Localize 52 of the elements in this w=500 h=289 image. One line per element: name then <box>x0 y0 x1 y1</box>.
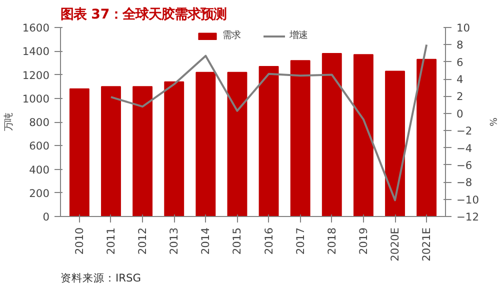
bar <box>353 54 374 216</box>
bar <box>416 58 437 216</box>
y2-tick-label: 10 <box>456 22 470 34</box>
y-tick-label: 1000 <box>22 92 50 106</box>
bar <box>132 86 153 216</box>
x-tick-label: 2012 <box>136 227 150 255</box>
y2-tick-label: −8 <box>456 176 472 190</box>
y2-tick-label: 0 <box>456 107 464 120</box>
x-tick-label: 2013 <box>168 227 181 255</box>
y-axis-title: 万吨 <box>3 113 14 131</box>
y-tick-label: 600 <box>29 140 50 153</box>
bar <box>227 72 248 216</box>
y2-tick-label: −4 <box>456 142 472 155</box>
y-tick-label: 1600 <box>22 22 50 34</box>
bar <box>164 81 184 216</box>
y-tick-label: 800 <box>29 116 50 129</box>
chart-title: 图表 37：全球天胶需求预测 <box>60 6 227 22</box>
bar <box>322 52 342 216</box>
y2-tick-label: 4 <box>456 73 464 86</box>
y2-tick-label: −12 <box>456 210 479 224</box>
text: 资料来源：IRSG <box>60 272 142 284</box>
x-tick-label: 2017 <box>294 227 307 255</box>
y2-tick-label: −2 <box>456 124 472 138</box>
x-tick-label: 2016 <box>262 227 276 255</box>
x-tick-label: 2010 <box>72 227 86 255</box>
bar <box>196 72 216 216</box>
legend-label: 需求 <box>222 29 242 42</box>
x-tick-label: 2014 <box>199 227 212 255</box>
legend-label: 增速 <box>290 29 308 42</box>
x-tick-label: 2018 <box>325 227 338 255</box>
y-tick-label: 400 <box>29 163 50 176</box>
y-tick-label: 200 <box>29 186 50 200</box>
x-tick-label: 2019 <box>356 227 370 255</box>
y2-axis-title: % <box>486 118 498 127</box>
bar <box>101 86 121 216</box>
bar <box>258 66 279 216</box>
y2-tick-label: 2 <box>456 90 464 104</box>
y2-tick-label: −10 <box>456 193 480 206</box>
x-tick-label: 2011 <box>104 227 118 255</box>
y2-tick-label: 8 <box>456 38 464 52</box>
y2-tick-label: 6 <box>456 56 464 69</box>
bar <box>290 60 310 216</box>
x-tick-label: 2021E <box>420 227 434 262</box>
y-tick-label: 1400 <box>22 45 50 58</box>
bar <box>385 70 405 216</box>
y-tick-label: 1200 <box>22 68 50 82</box>
y2-tick-label: −6 <box>456 158 472 172</box>
line-series <box>110 44 428 202</box>
x-tick-label: 2020E <box>388 227 402 262</box>
y-tick-label: 0 <box>42 210 50 224</box>
x-tick-label: 2015 <box>230 227 244 255</box>
bar <box>69 88 90 216</box>
